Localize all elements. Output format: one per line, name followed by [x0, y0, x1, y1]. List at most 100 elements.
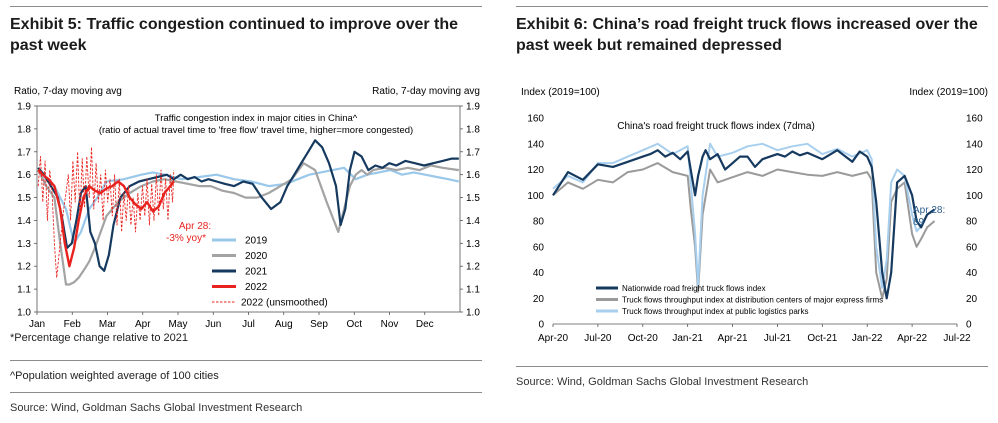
right-ytick-label-right: 120: [966, 165, 983, 176]
left-ytick-label: 1.0: [17, 308, 31, 319]
left-exhibit-title: Exhibit 5: Traffic congestion continued …: [10, 16, 459, 54]
left-legend-label: 2020: [245, 251, 268, 262]
right-ytick-label: 80: [533, 217, 545, 228]
left-xtick-label: Apr: [135, 319, 151, 330]
right-ytick-label: 120: [527, 165, 544, 176]
left-legend-label: 2022: [245, 282, 268, 293]
left-annotation-line1: Apr 28:: [179, 221, 211, 232]
left-ytick-label-right: 1.4: [466, 216, 480, 227]
left-ytick-label: 1.8: [17, 124, 31, 135]
left-xticks: Jan Feb Mar Apr May Jun Jul Aug Sep Oct Nov Dec: [29, 312, 434, 330]
right-ytick-label-right: 60: [966, 242, 978, 253]
right-xtick-label: Jan-22: [852, 333, 883, 344]
left-xtick-label: May: [169, 319, 188, 330]
left-annotation-line2: -3% yoy*: [166, 233, 206, 244]
right-ytick-label: 160: [527, 114, 544, 125]
right-legend-label: Truck flows throughput index at public l…: [622, 307, 808, 316]
right-ytick-label-right: 80: [966, 217, 978, 228]
left-ytick-label-right: 1.3: [466, 239, 480, 250]
left-ytick-label-right: 1.5: [466, 193, 480, 204]
right-top-rule: [516, 6, 988, 7]
left-ytick-label-right: 1.8: [466, 124, 480, 135]
right-series-line-1: [552, 162, 936, 300]
right-series: [552, 142, 936, 300]
left-yticks: 1.0 1.0 1.1 1.1 1.2 1.2 1.3 1.3 1.4 1.4 1.5 1.5 1.6 1…: [17, 102, 480, 319]
right-ylabel-left: Index (2019=100): [521, 87, 600, 98]
right-yticks: 0 0 20 20 40 40 60 60 80 80 100 100 120 120 140 140 160 1…: [527, 114, 983, 331]
left-xtick-label: Nov: [381, 319, 399, 330]
right-series-line-2: [552, 142, 936, 289]
left-ytick-label: 1.5: [17, 193, 31, 204]
right-ytick-label-right: 40: [966, 268, 978, 279]
left-footnote: *Percentage change relative to 2021: [10, 332, 188, 344]
left-xtick-label: Aug: [275, 319, 293, 330]
left-ylabel-right: Ratio, 7-day moving avg: [372, 86, 480, 97]
left-bottom-rule: [10, 392, 482, 393]
left-ytick-label: 1.3: [17, 239, 31, 250]
right-xtick-label: Jul-21: [764, 333, 792, 344]
right-ytick-label: 0: [538, 320, 544, 331]
right-ytick-label: 100: [527, 191, 544, 202]
right-xtick-label: Apr-22: [897, 333, 927, 344]
right-ytick-label-right: 140: [966, 139, 983, 150]
right-ylabel-right: Index (2019=100): [909, 87, 988, 98]
left-xtick-label: Jul: [242, 319, 255, 330]
right-legend-label: Nationwide road freight truck flows inde…: [622, 284, 766, 293]
left-xtick-label: Jun: [205, 319, 221, 330]
left-mid-rule: [10, 360, 482, 361]
left-xtick-label: Sep: [310, 319, 328, 330]
left-population-note: ^Population weighted average of 100 citi…: [10, 370, 219, 382]
right-xtick-label: Apr-21: [718, 333, 748, 344]
left-series-line-2022-unsmoothed-: [37, 146, 175, 279]
right-source: Source: Wind, Goldman Sachs Global Inves…: [516, 376, 809, 388]
left-xtick-label: Dec: [416, 319, 434, 330]
left-legend-label: 2021: [245, 267, 268, 278]
left-xtick-label: Jan: [29, 319, 45, 330]
left-series-line-2019: [37, 166, 460, 245]
right-xtick-label: Apr-20: [538, 333, 568, 344]
left-chart-title: Traffic congestion index in major cities…: [155, 113, 358, 124]
right-ytick-label-right: 100: [966, 191, 983, 202]
right-xtick-label: Oct-20: [628, 333, 658, 344]
left-top-rule: [10, 6, 482, 7]
right-xtick-label: Oct-21: [807, 333, 837, 344]
left-ytick-label-right: 1.0: [466, 308, 480, 319]
left-ytick-label-right: 1.9: [466, 102, 480, 113]
right-xtick-label: Jan-21: [672, 333, 703, 344]
right-annotation-line2: 89: [913, 217, 925, 228]
right-xticks: Apr-20 Jul-20 Oct-20 Jan-21 Apr-21 Jul-21 Oct-…: [538, 324, 971, 344]
right-ytick-label-right: 20: [966, 294, 978, 305]
left-series-line-2022: [37, 169, 175, 268]
right-ytick-label-right: 160: [966, 114, 983, 125]
right-mid-rule: [516, 366, 988, 367]
left-ytick-label-right: 1.1: [466, 285, 480, 296]
left-xtick-label: Oct: [346, 319, 362, 330]
right-legend-label: Truck flows throughput index at distribu…: [622, 296, 883, 305]
left-ytick-label-right: 1.2: [466, 262, 480, 273]
left-legend-label: 2019: [245, 236, 268, 247]
right-legend: Nationwide road freight truck flows inde…: [596, 284, 883, 316]
left-series-line-2021: [37, 139, 459, 272]
right-xtick-label: Jul-20: [584, 333, 612, 344]
left-chart-subtitle: (ratio of actual travel time to 'free fl…: [99, 125, 413, 136]
right-annotation-line1: Apr 28:: [913, 205, 945, 216]
right-xtick-label: Jul-22: [943, 333, 971, 344]
right-ytick-label-right: 0: [966, 320, 972, 331]
right-ytick-label: 20: [533, 294, 545, 305]
left-ytick-label: 1.9: [17, 102, 31, 113]
right-ytick-label: 60: [533, 242, 545, 253]
left-xtick-label: Mar: [99, 319, 117, 330]
left-ytick-label: 1.7: [17, 147, 31, 158]
left-ytick-label: 1.2: [17, 262, 31, 273]
right-series-line-0: [552, 149, 936, 300]
left-ytick-label: 1.6: [17, 170, 31, 181]
left-ytick-label: 1.1: [17, 285, 31, 296]
left-ytick-label-right: 1.6: [466, 170, 480, 181]
left-series-line-2020: [37, 162, 459, 286]
left-series: [37, 139, 460, 286]
left-legend: 2019 2020 2021 2022 2022 (unsmoothed): [212, 236, 328, 309]
left-ytick-label-right: 1.7: [466, 147, 480, 158]
right-ytick-label: 140: [527, 139, 544, 150]
